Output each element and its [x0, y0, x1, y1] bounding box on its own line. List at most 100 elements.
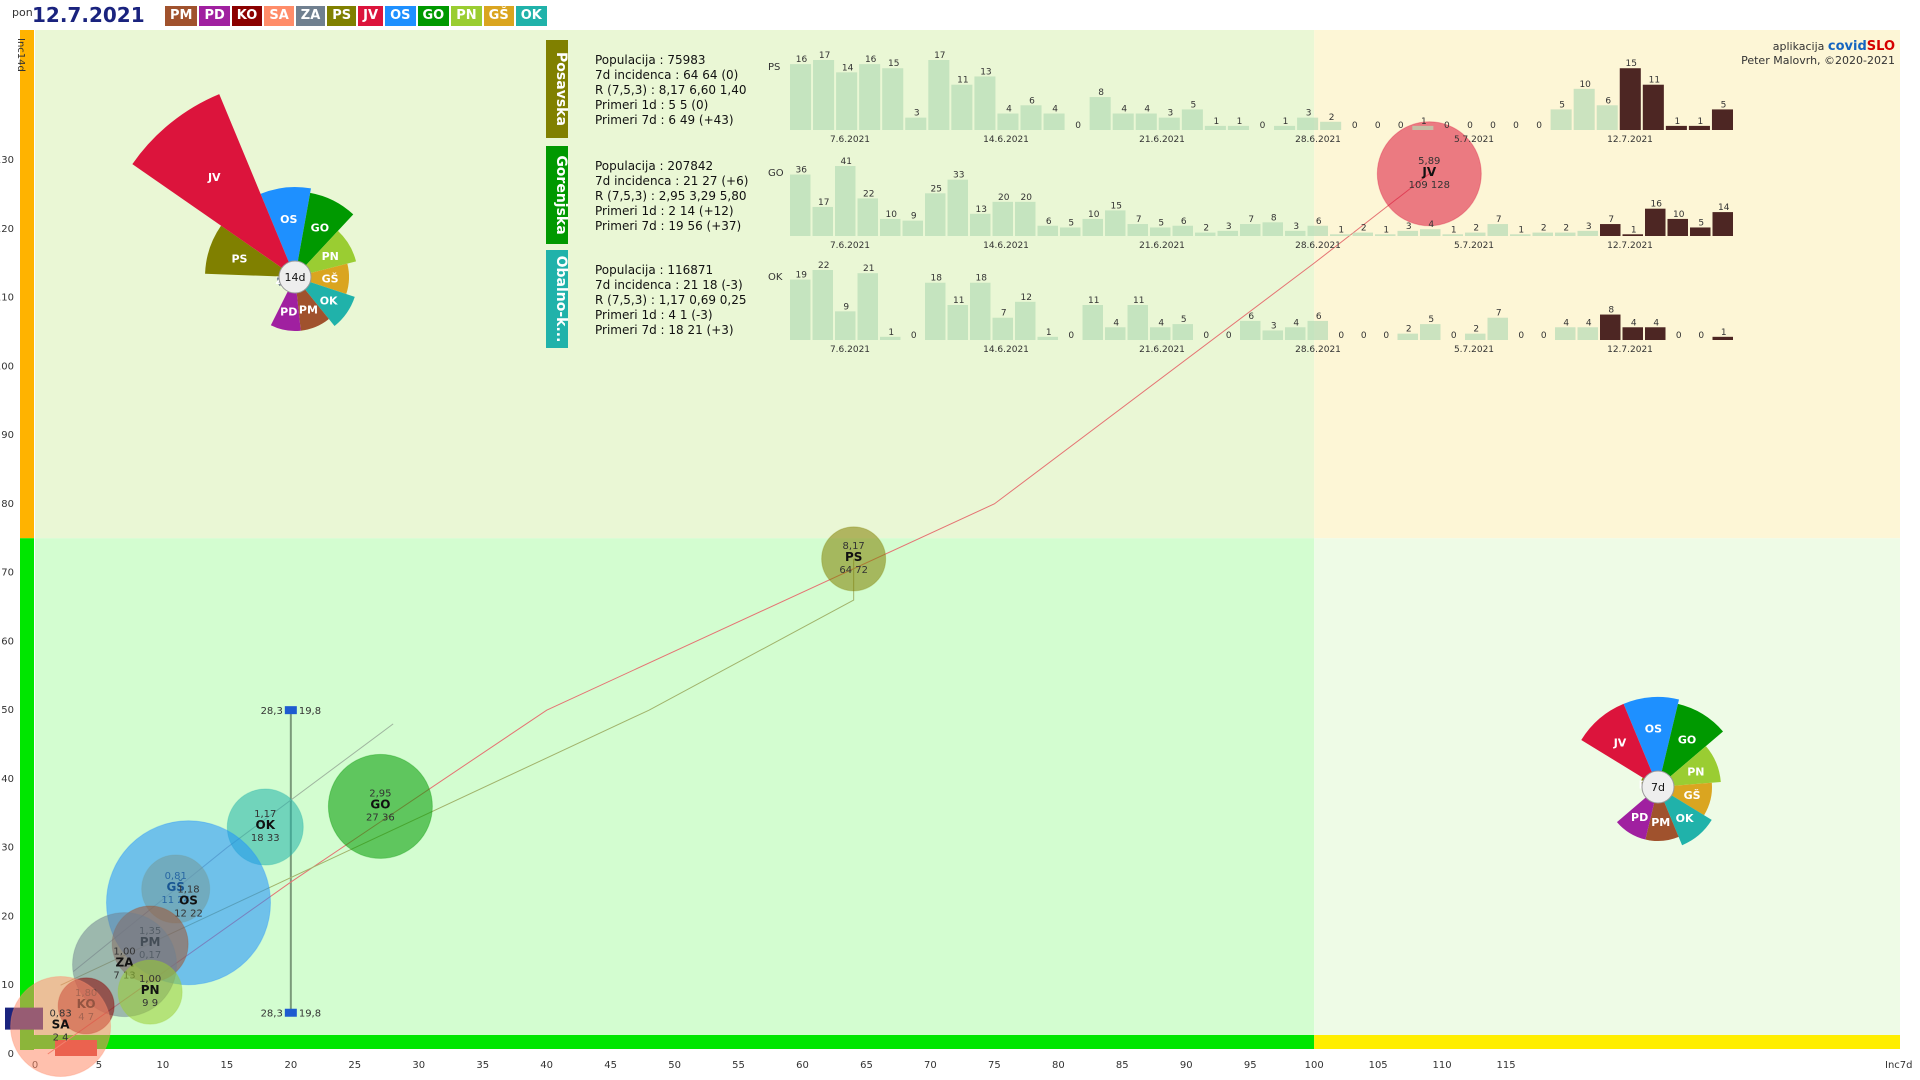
panel-region-tag: [546, 146, 568, 244]
panel-bar: [997, 113, 1019, 130]
panel-region-name: Obalno-k...: [553, 256, 569, 343]
panel-bar-label: 3: [1167, 109, 1173, 119]
panel-bar: [1555, 327, 1576, 340]
panel-bar: [1240, 320, 1261, 340]
x-tick-label: 55: [732, 1060, 745, 1071]
legend-chip-jv[interactable]: JV: [358, 6, 384, 26]
legend-chip-gš[interactable]: GŠ: [483, 6, 514, 26]
panel-code: GO: [768, 168, 784, 179]
rose14-center-label: 14d: [285, 271, 306, 284]
panel-date-label: 21.6.2021: [1139, 135, 1185, 145]
panel-date-label: 5.7.2021: [1454, 345, 1494, 355]
rose7-slice-pn: [1658, 746, 1721, 787]
y-tick-label: 10: [1, 980, 14, 991]
panel-stat-line: Primeri 7d : 18 21 (+3): [595, 323, 734, 337]
panel-bar-label: 0: [1361, 331, 1367, 341]
panel-bar: [1037, 225, 1058, 236]
y-tick-label: 30: [1, 843, 14, 854]
panel-bar-label: 0: [1338, 331, 1344, 341]
panel-bar: [1127, 224, 1148, 236]
panel-stat-line: 7d incidenca : 64 64 (0): [595, 68, 738, 82]
bubble-value-label: 109 128: [1409, 180, 1450, 191]
x-tick-label: 20: [284, 1060, 297, 1071]
panel-bar: [1015, 201, 1036, 236]
legend-chip-pd[interactable]: PD: [199, 6, 230, 26]
credits-line1: aplikacija: [1772, 40, 1825, 53]
panel-bar-label: 0: [1676, 331, 1682, 341]
bubble-code-label: SA: [52, 1017, 71, 1031]
strip-left-bottom: [20, 538, 34, 1050]
y-tick-label: 120: [0, 224, 14, 235]
panel-bar-label: 5: [1698, 218, 1704, 228]
legend-chip-pn[interactable]: PN: [451, 6, 482, 26]
panel-bar: [992, 317, 1013, 340]
x-tick-label: 25: [348, 1060, 361, 1071]
app-name-b: SLO: [1866, 39, 1895, 54]
panel-bar: [1550, 109, 1572, 130]
legend-chip-os[interactable]: OS: [385, 6, 416, 26]
strip-bottom-left: [34, 1035, 1315, 1049]
panel-bar-label: 1: [1721, 328, 1727, 338]
legend-chip-za[interactable]: ZA: [295, 6, 326, 26]
strip-bottom-right: [1314, 1035, 1900, 1049]
y-tick-label: 70: [1, 568, 14, 579]
panel-bar: [812, 206, 833, 236]
panel-bar-label: 1: [1383, 225, 1389, 235]
credits-line2: Peter Malovrh, ©2020-2021: [1741, 54, 1895, 67]
panel-bar: [1487, 317, 1508, 340]
panel-bar-label: 0: [1203, 331, 1209, 341]
panel-date-label: 14.6.2021: [983, 241, 1029, 251]
panel-region-tag: [546, 250, 568, 348]
rose14-label: OS: [280, 213, 297, 226]
x-tick-label: 80: [1052, 1060, 1065, 1071]
rose7-slice-jv: [1581, 703, 1658, 787]
legend-chip-ko[interactable]: KO: [231, 6, 263, 26]
panel-bar-label: 4: [1158, 318, 1164, 328]
panel-bar: [859, 64, 881, 130]
panel-bar: [1577, 327, 1598, 340]
rose7-slice-go: [1658, 703, 1724, 787]
panel-bar-label: 2: [1361, 224, 1367, 234]
panel-bar: [1397, 333, 1418, 340]
panel-bar-label: 7: [1496, 215, 1502, 225]
panel-bar: [1112, 113, 1134, 130]
panel-bar: [1622, 234, 1643, 236]
rose14-label: GŠ: [322, 272, 339, 285]
bubble-ps: [821, 526, 887, 592]
panel-bar-label: 6: [1181, 217, 1187, 227]
bubble-r-label: 1,00: [139, 974, 161, 985]
legend-chip-sa[interactable]: SA: [264, 6, 294, 26]
panel-bar: [1020, 105, 1042, 130]
legend-chip-ps[interactable]: PS: [327, 6, 357, 26]
bubble-value-label: 18 33: [251, 833, 280, 844]
panel-bar-label: 4: [1631, 318, 1637, 328]
panel-bar: [1420, 324, 1441, 340]
panel-date-label: 7.6.2021: [830, 345, 870, 355]
panel-bar-label: 0: [1226, 331, 1232, 341]
panel-bar-label: 16: [865, 55, 877, 65]
panel-bar: [1127, 305, 1148, 340]
panel-stat-line: Primeri 1d : 4 1 (-3): [595, 308, 713, 322]
legend-chip-go[interactable]: GO: [417, 6, 450, 26]
slovenia-top-label: 28,3: [261, 706, 283, 717]
panel-bar-label: 2: [1203, 224, 1209, 234]
panel-bar: [1105, 327, 1126, 340]
panel-bar: [1240, 224, 1261, 236]
panel-stat-line: 7d incidenca : 21 27 (+6): [595, 174, 748, 188]
panel-bar-label: 8: [1098, 88, 1104, 98]
x-tick-label: 90: [1180, 1060, 1193, 1071]
legend-chip-pm[interactable]: PM: [165, 6, 198, 26]
strip-left-top: [20, 30, 34, 539]
panel-bar: [1297, 117, 1319, 130]
legend-chip-ok[interactable]: OK: [515, 6, 547, 26]
panel-bar: [1442, 234, 1463, 236]
x-tick-label: 100: [1305, 1060, 1324, 1071]
x-tick-label: 85: [1116, 1060, 1129, 1071]
panel-bar: [1204, 125, 1226, 130]
panel-bar: [1642, 84, 1664, 130]
rose7-label: OS: [1645, 723, 1662, 736]
panel-bar-label: 18: [931, 274, 943, 284]
panel-date-label: 7.6.2021: [830, 241, 870, 251]
panel-bar: [880, 218, 901, 236]
panel-bar-label: 0: [1541, 331, 1547, 341]
